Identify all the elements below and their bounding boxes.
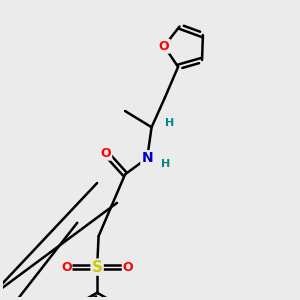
Text: S: S [92,260,103,274]
Text: O: O [100,147,111,160]
Text: O: O [61,261,71,274]
Text: H: H [165,118,174,128]
Text: O: O [123,261,133,274]
Text: N: N [141,151,153,165]
Text: H: H [161,159,170,169]
Text: O: O [159,40,170,53]
